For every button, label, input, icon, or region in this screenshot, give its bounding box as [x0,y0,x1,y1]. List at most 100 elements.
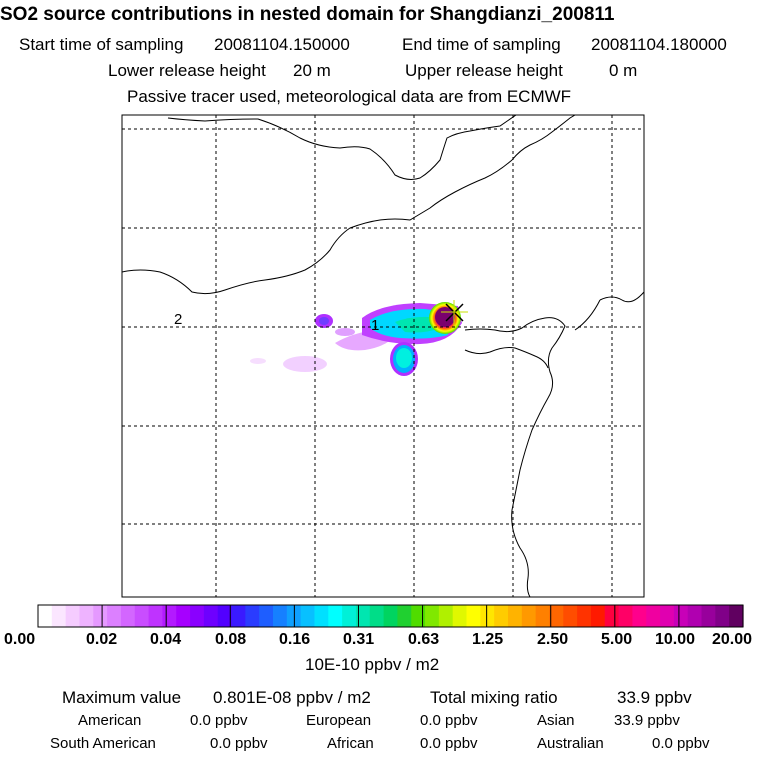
colorbar-cell [259,605,274,627]
colorbar-cell [383,605,399,627]
tick-8: 2.50 [537,631,569,648]
lower-height-label: Lower release height [108,61,266,80]
lat-lon-grid [122,115,644,597]
colorbar-cell [190,605,205,627]
max-value: 0.801E-08 ppbv / m2 [213,688,371,707]
colorbar-cell [452,605,468,627]
colorbar-unit: 10E-10 ppbv / m2 [305,655,440,674]
start-time-value: 20081104.150000 [214,35,350,54]
tracer-note: Passive tracer used, meteorological data… [127,87,572,106]
colorbar-cell [632,605,647,627]
tick-9: 5.00 [601,631,633,648]
lower-height-value: 20 m [293,61,331,80]
tick-10: 10.00 [655,631,696,648]
colorbar-cell [176,605,191,627]
colorbar-cell [466,605,481,627]
colorbar-cells [38,605,744,627]
tick-5: 0.31 [343,631,375,648]
region-australian-label: Australian [537,735,604,752]
tick-6: 0.63 [408,631,440,648]
colorbar-cell [51,605,67,627]
colorbar-cell [217,605,233,627]
colorbar-cell [79,605,94,627]
region-african-value: 0.0 ppbv [420,735,478,752]
tick-3: 0.08 [215,631,247,648]
colorbar-cell [604,605,620,627]
end-time-value: 20081104.180000 [591,35,727,54]
region-asian-value: 33.9 ppbv [614,712,680,729]
colorbar-cell [245,605,260,627]
colorbar-cell [577,605,592,627]
colorbar-cell [203,605,219,627]
colorbar-cell [673,605,689,627]
colorbar-cell [355,605,371,627]
colorbar-cell [660,605,675,627]
upper-height-value: 0 m [609,61,638,80]
colorbar-cell [300,605,316,627]
colorbar-frame [37,604,744,628]
colorbar-cell [162,605,177,627]
site-label-2: 2 [174,311,182,328]
total-mixing-value: 33.9 ppbv [617,688,692,707]
station-cross-icon [441,300,468,326]
coastlines [122,115,644,597]
colorbar-cell [38,605,53,627]
colorbar-cell [590,605,606,627]
colorbar-cell [563,605,578,627]
start-time-label: Start time of sampling [19,35,184,54]
concentration-plume [250,302,462,376]
colorbar-cell [701,605,716,627]
colorbar-cell [342,605,357,627]
colorbar-ticks [101,605,680,627]
colorbar-cell [134,605,150,627]
colorbar-cell [480,605,495,627]
region-south-american-value: 0.0 ppbv [210,735,268,752]
total-mixing-label: Total mixing ratio [430,688,558,707]
colorbar-cell [65,605,81,627]
plot-title: SO2 source contributions in nested domai… [0,4,615,25]
colorbar-cell [521,605,537,627]
region-european-value: 0.0 ppbv [420,712,478,729]
colorbar-cell [425,605,440,627]
region-european-label: European [306,712,372,729]
colorbar-cell [231,605,246,627]
colorbar-cell [618,605,634,627]
region-asian-label: Asian [537,712,575,729]
colorbar-cell [314,605,329,627]
tick-4: 0.16 [279,631,311,648]
colorbar-cell [273,605,288,627]
region-american-label: American [78,712,142,729]
colorbar-cell [93,605,108,627]
colorbar-cell [715,605,730,627]
colorbar-cell [535,605,551,627]
colorbar-cell [646,605,661,627]
tick-0: 0.00 [4,631,36,648]
colorbar-cell [148,605,164,627]
max-value-label: Maximum value [62,688,182,707]
colorbar-cell [549,605,564,627]
region-african-label: African [327,735,374,752]
tick-7: 1.25 [472,631,504,648]
tick-2: 0.04 [150,631,182,648]
colorbar-cell [438,605,454,627]
map-frame [121,114,645,598]
tick-1: 0.02 [86,631,118,648]
region-australian-value: 0.0 ppbv [652,735,710,752]
end-time-label: End time of sampling [402,35,561,54]
colorbar-cell [494,605,509,627]
tick-11: 20.00 [712,631,753,648]
colorbar-cell [508,605,523,627]
site-label-1: 1 [371,317,379,334]
colorbar-cell [120,605,136,627]
upper-height-label: Upper release height [405,61,563,80]
colorbar-cell [369,605,385,627]
region-south-american-label: South American [50,735,156,752]
colorbar-cell [107,605,122,627]
colorbar-cell [397,605,412,627]
colorbar-cell [328,605,343,627]
colorbar-cell [729,605,744,627]
colorbar-cell [687,605,703,627]
region-american-value: 0.0 ppbv [190,712,248,729]
